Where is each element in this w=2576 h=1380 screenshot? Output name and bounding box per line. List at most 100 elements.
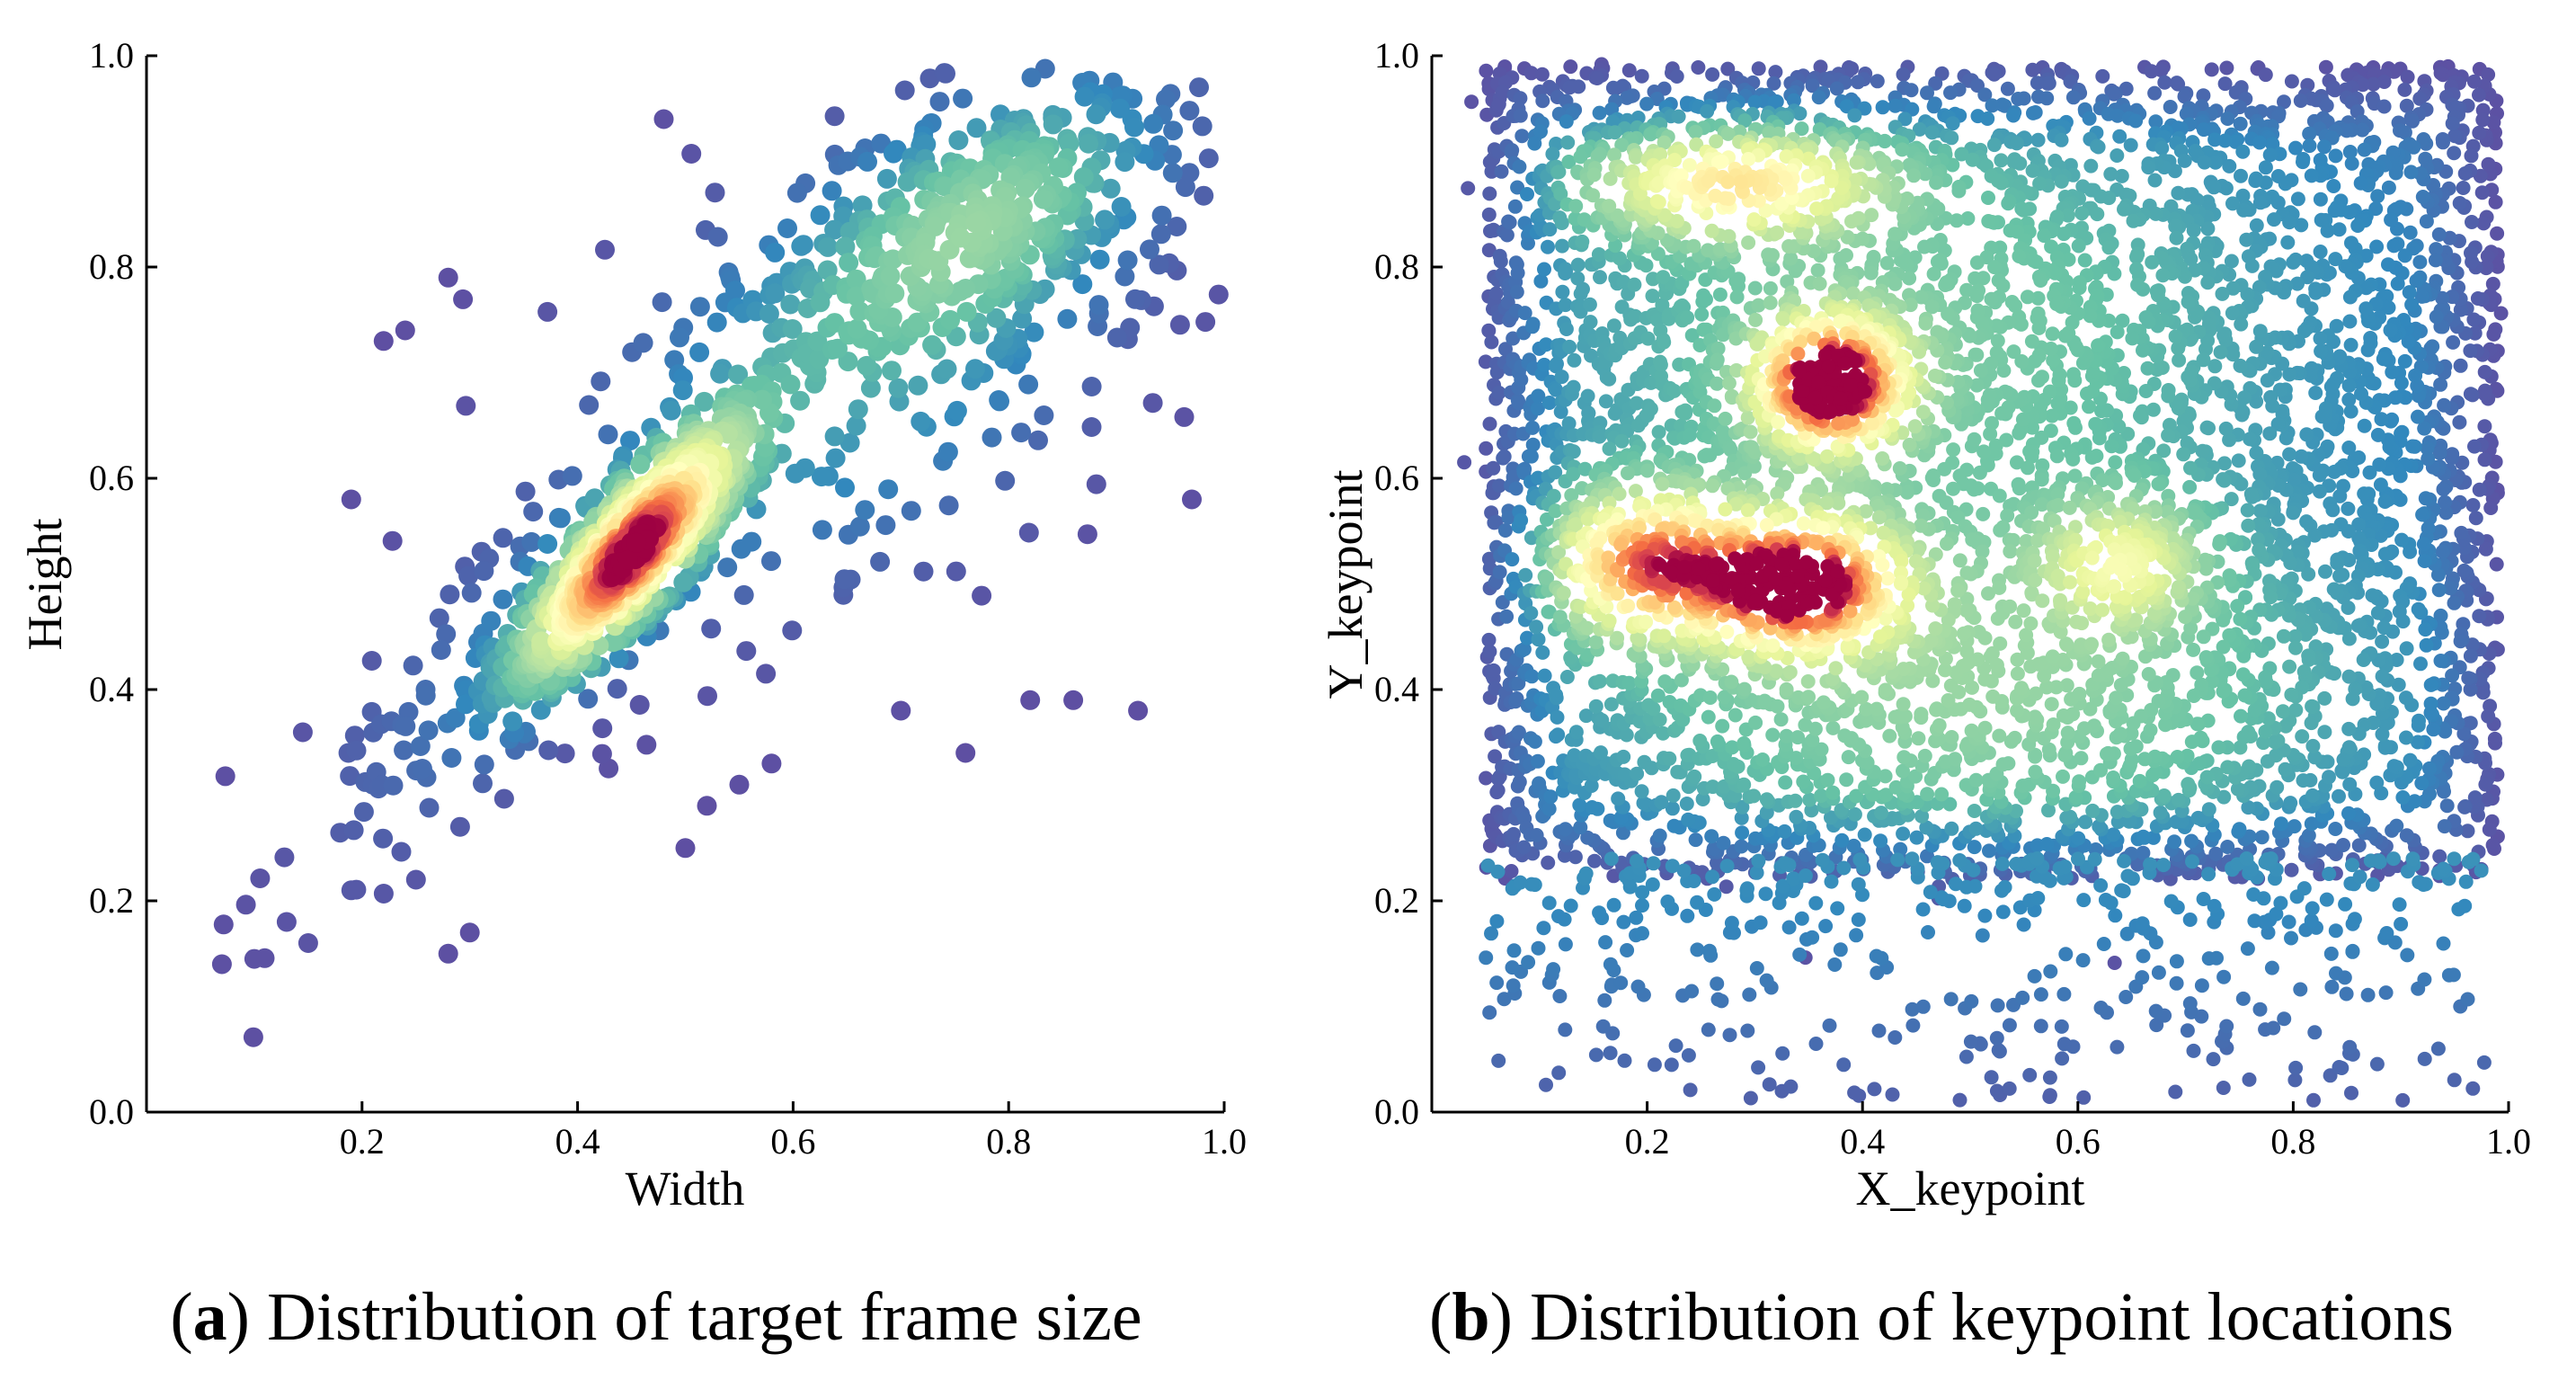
panel-b-point (1505, 552, 1520, 567)
panel-b-point (2219, 60, 2234, 76)
panel-b-point (2417, 554, 2432, 568)
panel-b-point (1621, 675, 1637, 690)
panel-b-point (2341, 721, 2357, 736)
panel-b-point (2096, 937, 2111, 951)
panel-a-point (839, 432, 860, 453)
panel-b-point (1829, 81, 1844, 96)
panel-a-point (673, 572, 694, 592)
panel-b-point (1945, 116, 1960, 131)
panel-b-point (2332, 1060, 2347, 1074)
panel-b-point (1560, 135, 1576, 150)
panel-b-point (2344, 156, 2359, 171)
panel-b-point (1523, 606, 1539, 620)
panel-b-point (1705, 67, 1720, 82)
panel-b-point (2318, 564, 2332, 579)
panel-b-point (2457, 166, 2473, 181)
panel-a-point (1151, 205, 1172, 226)
panel-a-point (521, 531, 542, 552)
panel-b-point (1730, 759, 1745, 774)
panel-b-point (1915, 999, 1931, 1014)
panel-b-point (2317, 690, 2332, 706)
panel-b-point (2186, 223, 2201, 238)
panel-b-point (2282, 659, 2297, 674)
panel-b-point (1943, 992, 1959, 1007)
panel-b-point (1691, 60, 1706, 75)
panel-b-point (2147, 173, 2163, 188)
panel-b-point (2403, 165, 2419, 180)
panel-b-point (1968, 878, 1983, 894)
panel-b-point (2460, 992, 2475, 1007)
panel-b-point (2472, 87, 2486, 102)
panel-b-point (1597, 993, 1612, 1008)
panel-b-point (1514, 372, 1529, 387)
panel-b-point (2386, 851, 2401, 867)
panel-a-point (1074, 86, 1095, 107)
panel-b-point (2328, 252, 2343, 267)
panel-b-point (1985, 98, 2000, 113)
panel-b-point (2117, 201, 2131, 217)
panel-b-point (2101, 240, 2117, 255)
panel-b-point (2370, 605, 2385, 620)
panel-a-point (436, 624, 457, 645)
panel-a-y-tick-label: 0.0 (89, 1091, 134, 1132)
panel-b-point (1751, 853, 1766, 868)
panel-a-point (965, 213, 986, 234)
panel-a-point (810, 292, 831, 313)
panel-b-point (2108, 908, 2123, 923)
panel-b-point (1562, 339, 1577, 354)
panel-b-point (2042, 1070, 2057, 1085)
panel-b-point (2110, 148, 2125, 163)
panel-b-point (2211, 740, 2226, 755)
panel-b-point (2033, 987, 2048, 1002)
panel-b-point (1758, 886, 1773, 902)
panel-b-point (2308, 285, 2323, 300)
panel-b-point (2465, 851, 2481, 867)
panel-b-point (2136, 829, 2151, 844)
panel-b-point (2306, 1092, 2321, 1108)
panel-b-point (2213, 344, 2228, 360)
panel-a-point (474, 754, 494, 775)
panel-b-point (2093, 1001, 2109, 1015)
panel-b-point (2319, 892, 2334, 907)
panel-b-point (2403, 225, 2418, 240)
panel-b-point (2039, 837, 2055, 851)
panel-b-point (2163, 894, 2179, 909)
panel-b-point (2371, 853, 2386, 868)
panel-b-point (2378, 985, 2394, 1001)
panel-a-point (1057, 308, 1078, 329)
panel-a-point (950, 227, 971, 248)
panel-b-point (2435, 544, 2450, 559)
panel-a-point (1072, 274, 1093, 295)
panel-b-point (2171, 185, 2186, 200)
panel-b-point (1593, 270, 1607, 285)
panel-b-point (1656, 270, 1671, 285)
panel-a-point (1124, 117, 1144, 138)
panel-b-point (2376, 352, 2391, 367)
panel-b-point (2432, 849, 2447, 864)
panel-b-point (2477, 364, 2492, 379)
panel-b-point (2423, 677, 2438, 692)
panel-b-point (2296, 773, 2311, 788)
panel-a-point (701, 619, 722, 639)
panel-b-point (2280, 235, 2296, 250)
panel-a-point (1043, 114, 1063, 135)
panel-b-point (2420, 441, 2435, 456)
panel-a-point (761, 551, 781, 572)
panel-b-point (1587, 853, 1602, 868)
panel-b-point (1514, 512, 1529, 528)
panel-b-point (1847, 108, 1862, 123)
panel-b-point (1847, 806, 1862, 822)
panel-b-point (2258, 724, 2273, 739)
panel-a-point (415, 685, 436, 706)
panel-b-point (2457, 799, 2473, 815)
panel-b-point (2087, 851, 2102, 867)
panel-a-point (550, 508, 571, 529)
panel-b-point (2145, 254, 2160, 270)
panel-b-point (2350, 619, 2366, 633)
panel-b-point (2381, 180, 2396, 195)
panel-a-point (824, 219, 845, 240)
panel-b-point (2141, 160, 2156, 175)
panel-b-point (1952, 1092, 1968, 1108)
panel-b-point (2344, 1085, 2358, 1100)
panel-b-point (1588, 699, 1603, 714)
